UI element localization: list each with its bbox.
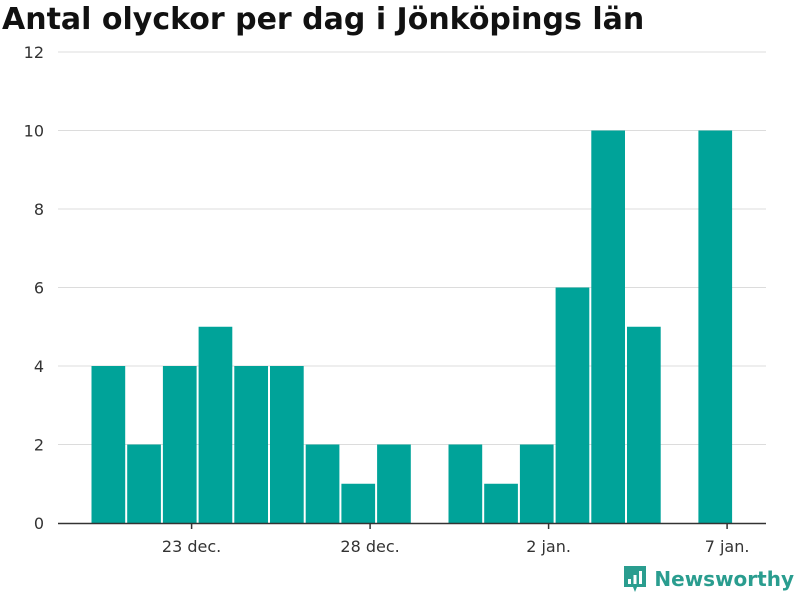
brand-name: Newsworthy — [654, 567, 794, 591]
bar — [270, 366, 304, 523]
y-tick-label: 6 — [34, 279, 44, 298]
y-tick-label: 0 — [34, 514, 44, 533]
y-tick-label: 8 — [34, 200, 44, 219]
bar — [484, 483, 518, 523]
x-tick-label: 7 jan. — [705, 537, 750, 556]
bar — [555, 287, 590, 523]
x-tick-label: 23 dec. — [162, 537, 221, 556]
y-axis-ticks: 0 2 4 6 8 10 12 — [24, 43, 44, 533]
bar — [91, 366, 126, 523]
y-tick-label: 2 — [34, 436, 44, 455]
bar — [698, 130, 733, 523]
bar — [198, 326, 233, 523]
x-axis-ticks: 23 dec. 28 dec. 2 jan. 7 jan. — [162, 523, 750, 556]
bar — [341, 483, 376, 523]
bars — [91, 130, 733, 523]
bar — [162, 366, 197, 523]
bar — [377, 444, 411, 523]
x-tick-label: 2 jan. — [526, 537, 571, 556]
bar — [234, 366, 268, 523]
newsworthy-logo-icon — [624, 566, 647, 592]
bar — [591, 130, 625, 523]
bar — [519, 444, 554, 523]
brand-logo: Newsworthy — [622, 564, 794, 594]
y-tick-label: 4 — [34, 357, 44, 376]
bar — [127, 444, 161, 523]
bar — [305, 444, 340, 523]
y-tick-label: 12 — [24, 43, 44, 62]
y-tick-label: 10 — [24, 122, 44, 141]
bar — [627, 326, 661, 523]
bar — [448, 444, 483, 523]
x-tick-label: 28 dec. — [340, 537, 399, 556]
chart-title: Antal olyckor per dag i Jönköpings län — [2, 2, 645, 37]
